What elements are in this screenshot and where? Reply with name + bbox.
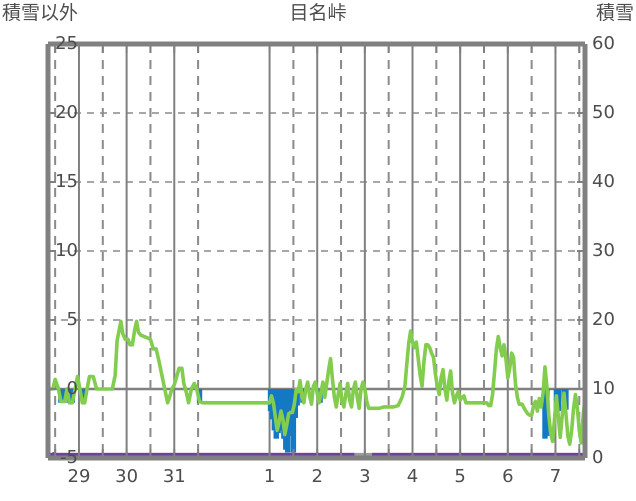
- page-title: 目名峠: [289, 2, 347, 24]
- y2-axis-tick-label: 50: [592, 102, 615, 123]
- snow-bar: [61, 389, 67, 403]
- y2-axis-tick-label: 40: [592, 171, 615, 192]
- x-axis-tick-label: 7: [549, 466, 562, 487]
- y-axis-tick-label: -5: [60, 447, 78, 468]
- precipitation-line: [46, 319, 587, 446]
- right-axis-title: 積雪: [595, 2, 634, 24]
- x-axis-tick-label: 5: [454, 466, 466, 487]
- y-axis-tick-label: 15: [55, 171, 78, 192]
- x-axis-tick-label: 1: [263, 466, 276, 487]
- x-axis-tick-label: 6: [502, 466, 514, 487]
- snow-bar: [290, 389, 297, 453]
- x-axis-tick-label: 2: [311, 466, 323, 487]
- y2-axis-tick-label: 10: [592, 378, 615, 399]
- y2-axis-tick-label: 30: [592, 240, 615, 261]
- x-axis-tick-label: 3: [359, 466, 371, 487]
- x-axis-tick-label: 30: [115, 466, 139, 487]
- y-axis-tick-label: 10: [55, 240, 78, 261]
- x-axis-tick-label: 31: [162, 466, 186, 487]
- snow-bar: [81, 389, 87, 403]
- x-axis-tick-label: 4: [406, 466, 419, 487]
- y2-axis-tick-label: 20: [592, 309, 615, 330]
- left-axis-title: 積雪以外: [2, 2, 79, 24]
- x-axis-tick-label: 29: [67, 466, 91, 487]
- y-axis-tick-label: 0: [66, 378, 78, 399]
- y-axis-tick-label: 25: [55, 33, 78, 54]
- y-axis-tick-label: 20: [55, 102, 78, 123]
- snow-bar: [294, 389, 300, 406]
- y2-axis-tick-label: 0: [592, 447, 604, 468]
- y-axis-tick-label: 5: [66, 309, 78, 330]
- y2-axis-tick-label: 60: [592, 33, 615, 54]
